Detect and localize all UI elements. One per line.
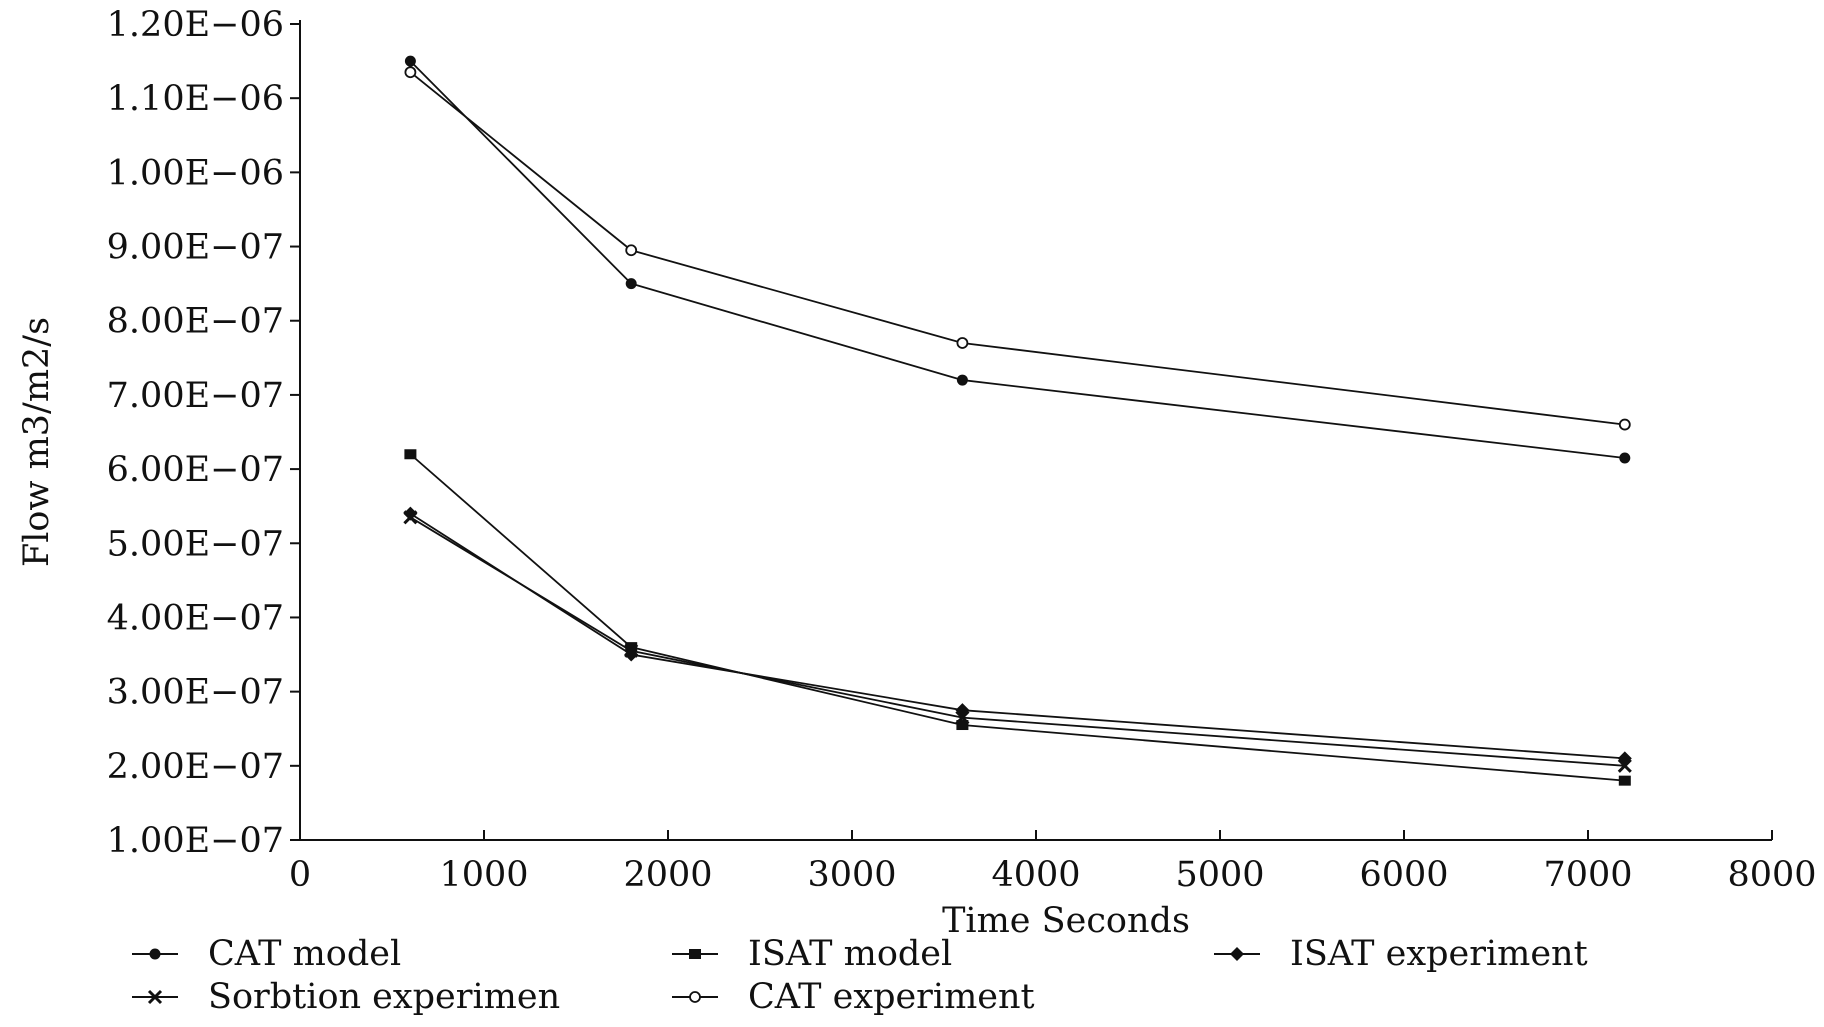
data-point-sorbtion-experimen-stroke [624,643,639,658]
legend-item-cat-model: CAT model [132,934,401,974]
data-point-isat-experiment [955,703,970,718]
data-point-cat-experiment [1618,418,1631,431]
data-point-cat-model [1619,452,1631,464]
y-tick-label: 1.00E−07 [107,821,284,861]
series-isat-experiment [403,506,1632,766]
data-point-sorbtion-experimen-stroke [1617,758,1632,773]
x-axis-title: Time Seconds [942,901,1190,941]
data-point-sorbtion-experimen [403,510,418,525]
legend-marker [147,989,163,1005]
y-tick-label: 3.00E−07 [107,673,284,713]
y-tick-label: 1.00E−06 [107,153,284,193]
series-line-isat-model [409,453,1625,782]
data-point-cat-experiment [956,337,969,349]
data-point-cat-experiment [404,66,417,79]
data-point-cat-model [404,55,416,67]
series-line-cat-experiment [409,71,1625,426]
data-point-isat-experiment [1617,751,1632,766]
legend: CAT model ISAT model ISAT experiment Sorbti… [132,934,1588,1017]
x-tick-label: 3000 [807,855,896,895]
y-tick-label: 5.00E−07 [107,524,284,564]
y-tick-label: 4.00E−07 [107,598,284,638]
y-tick-label: 1.20E−06 [107,5,284,45]
y-tick-label: 9.00E−07 [107,228,284,268]
legend-marker [689,949,701,959]
series-cat-experiment [404,66,1631,431]
data-point-isat-model [956,720,969,731]
data-point-isat-experiment [403,506,418,521]
series-sorbtion-experimen [403,510,1632,773]
x-tick-label: 0 [289,855,311,895]
legend-label: CAT experiment [748,977,1035,1017]
y-tick-label: 8.00E−07 [107,302,284,342]
legend-marker [149,948,161,960]
chart-axes: 1.00E−07 2.00E−07 3.00E−07 4.00E−07 5.00E−07… [107,5,1817,895]
legend-label: ISAT model [748,934,952,974]
legend-label: ISAT experiment [1290,934,1588,974]
series-isat-model [404,449,1631,786]
y-tick-label: 1.10E−06 [107,79,284,119]
y-tick-label: 2.00E−07 [107,747,284,787]
legend-label: CAT model [208,934,401,974]
y-tick-label: 7.00E−07 [107,376,284,416]
data-point-sorbtion-experimen [624,643,639,658]
data-point-cat-experiment [625,244,638,257]
data-point-isat-model [404,449,417,460]
data-point-cat-model [956,374,968,386]
series-line-sorbtion-experimen [409,516,1625,767]
legend-item-isat-model: ISAT model [672,934,952,974]
data-point-sorbtion-experimen [955,710,970,725]
x-tick-label: 8000 [1727,855,1816,895]
x-tick-label: 2000 [623,855,712,895]
data-point-sorbtion-experimen [1617,758,1632,773]
legend-item-cat-experiment: CAT experiment [672,977,1035,1017]
y-tick-label: 6.00E−07 [107,450,284,490]
legend-item-sorbtion-experimen: Sorbtion experimen [132,977,560,1017]
data-point-isat-model [1618,775,1631,786]
legend-marker-stroke [147,989,163,1005]
x-tick-label: 5000 [1175,855,1264,895]
x-tick-label: 7000 [1543,855,1632,895]
series-cat-model [404,55,1631,464]
series-line-cat-model [409,60,1625,459]
data-point-sorbtion-experimen-stroke [403,510,418,525]
y-axis-title: Flow m3/m2/s [17,317,57,567]
series-layer [403,55,1632,786]
legend-item-isat-experiment: ISAT experiment [1214,934,1588,974]
x-tick-label: 1000 [439,855,528,895]
data-point-sorbtion-experimen-stroke [955,710,970,725]
x-tick-label: 4000 [991,855,1080,895]
legend-marker [1230,947,1244,961]
legend-label: Sorbtion experimen [208,977,560,1017]
data-point-isat-model [625,642,638,653]
x-tick-label: 6000 [1359,855,1448,895]
data-point-cat-model [625,278,637,290]
legend-marker [689,991,701,1003]
